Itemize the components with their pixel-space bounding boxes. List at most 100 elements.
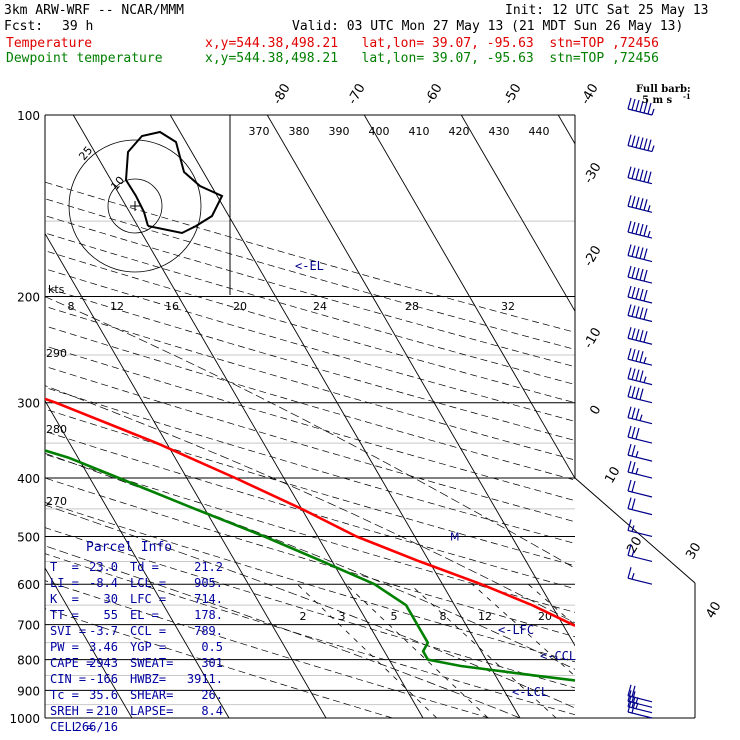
barb-flag <box>631 407 636 419</box>
mixing-ratio-upper-label: 20 <box>233 300 247 313</box>
wind-barb <box>627 684 653 703</box>
hodograph-ring-10 <box>107 178 163 234</box>
barb-flag <box>635 267 640 280</box>
barb-flag <box>635 287 640 300</box>
temperature-station-info: x,y=544.38,498.21 lat,lon= 39.07, -95.63… <box>205 36 659 51</box>
barb-flag <box>635 246 640 258</box>
temperature-legend: Temperature <box>6 36 93 51</box>
barb-flag <box>627 348 632 360</box>
barb-flag <box>643 101 648 114</box>
barb-flag <box>631 328 636 340</box>
barb-flag <box>627 265 632 278</box>
parcel-info-title: Parcel Info <box>86 540 173 555</box>
theta-label: 370 <box>249 125 270 138</box>
parcel-info-label: T = <box>50 560 79 574</box>
parcel-info-value: 2943 <box>89 656 118 670</box>
wind-barb <box>627 285 653 304</box>
mixing-ratio-label: 3 <box>339 610 346 623</box>
parcel-info-label: YGP = <box>130 640 167 654</box>
lcl-marker: <-LCL <box>512 685 548 699</box>
isotherm-line <box>45 399 230 718</box>
barb-flag <box>627 285 632 298</box>
barb-legend-exponent: -1 <box>683 92 691 101</box>
barb-flag <box>635 222 640 235</box>
isotherm-label: -80 <box>270 81 294 107</box>
barb-flag <box>627 220 632 233</box>
barb-flag <box>639 268 644 281</box>
barb-flag <box>635 197 640 209</box>
wind-barb <box>627 544 653 563</box>
pressure-tick-label: 900 <box>17 684 40 698</box>
barb-flag <box>631 221 636 234</box>
moist-adiabat <box>45 545 521 718</box>
barb-flag <box>635 369 640 381</box>
barb-flag <box>627 700 632 713</box>
pressure-tick-label: 700 <box>17 619 40 633</box>
dry-adiabat <box>45 250 575 404</box>
barb-flag <box>631 426 636 439</box>
hodograph-units: kts <box>48 283 65 296</box>
pressure-tick-label: 200 <box>17 291 40 305</box>
barb-flag <box>635 136 640 148</box>
parcel-info-label: SHEAR= <box>130 688 174 702</box>
parcel-info-value: 266/16 <box>74 720 118 734</box>
barb-flag <box>639 307 644 319</box>
isotherm-label: 10 <box>602 464 623 486</box>
barb-flag <box>635 408 640 420</box>
temperature-trace <box>45 397 575 627</box>
barb-flag <box>627 244 632 256</box>
isotherm-label: -40 <box>578 81 602 107</box>
barb-flag <box>631 444 636 457</box>
right-edge-slant <box>574 477 696 584</box>
parcel-info-value: 905. <box>194 576 223 590</box>
pressure-tick-label: 1000 <box>9 712 40 726</box>
barb-flag <box>635 306 640 318</box>
parcel-info-label: SWEAT= <box>130 656 174 670</box>
barb-flag <box>627 443 632 456</box>
barb-flag <box>639 288 644 301</box>
parcel-info-label: CCL = <box>130 624 167 638</box>
pressure-tick-label: 500 <box>17 530 40 544</box>
barb-flag <box>643 289 648 302</box>
isotherm-line <box>45 232 327 718</box>
dry-adiabat <box>45 286 575 441</box>
barb-flag <box>631 701 636 714</box>
barb-flag <box>631 480 636 493</box>
barb-flag <box>631 305 636 317</box>
barb-flag <box>631 245 636 257</box>
barb-flag <box>627 97 632 110</box>
barb-half-flag <box>631 525 635 532</box>
barb-half-flag <box>643 357 647 364</box>
barb-staff <box>627 711 653 719</box>
mixing-ratio-upper-label: 12 <box>110 300 124 313</box>
barb-flag <box>639 330 644 342</box>
theta-label: 400 <box>369 125 390 138</box>
barb-flag <box>631 685 636 697</box>
wind-barb <box>627 460 653 479</box>
parcel-info-value: 21.2 <box>194 560 223 574</box>
barb-flag <box>643 199 648 211</box>
barb-half-flag <box>631 573 635 580</box>
barb-half-flag <box>651 108 655 116</box>
dry-adiabat <box>45 325 575 481</box>
wind-barb <box>627 134 655 153</box>
mixing-ratio-upper-label: 28 <box>405 300 419 313</box>
parcel-info-label: LCL = <box>130 576 167 590</box>
isotherm-line <box>655 115 740 718</box>
mixing-ratio-upper-label: 8 <box>68 300 75 313</box>
barb-flag <box>639 223 644 236</box>
barb-half-flag <box>639 414 643 421</box>
wind-barb <box>627 695 653 714</box>
parcel-info-label: LI = <box>50 576 79 590</box>
barb-staff <box>627 706 653 714</box>
mixing-ratio-label: 5 <box>391 610 398 623</box>
barb-staff <box>627 700 653 708</box>
parcel-tag: M <box>450 530 460 543</box>
barb-flag <box>643 138 648 150</box>
parcel-info-label: CAPE = <box>50 656 94 670</box>
hodograph-center <box>130 201 140 211</box>
barb-legend-title: Full barb: <box>636 84 691 95</box>
dry-adiabat <box>45 580 490 718</box>
barb-flag <box>627 479 632 492</box>
barb-flag <box>635 387 640 399</box>
